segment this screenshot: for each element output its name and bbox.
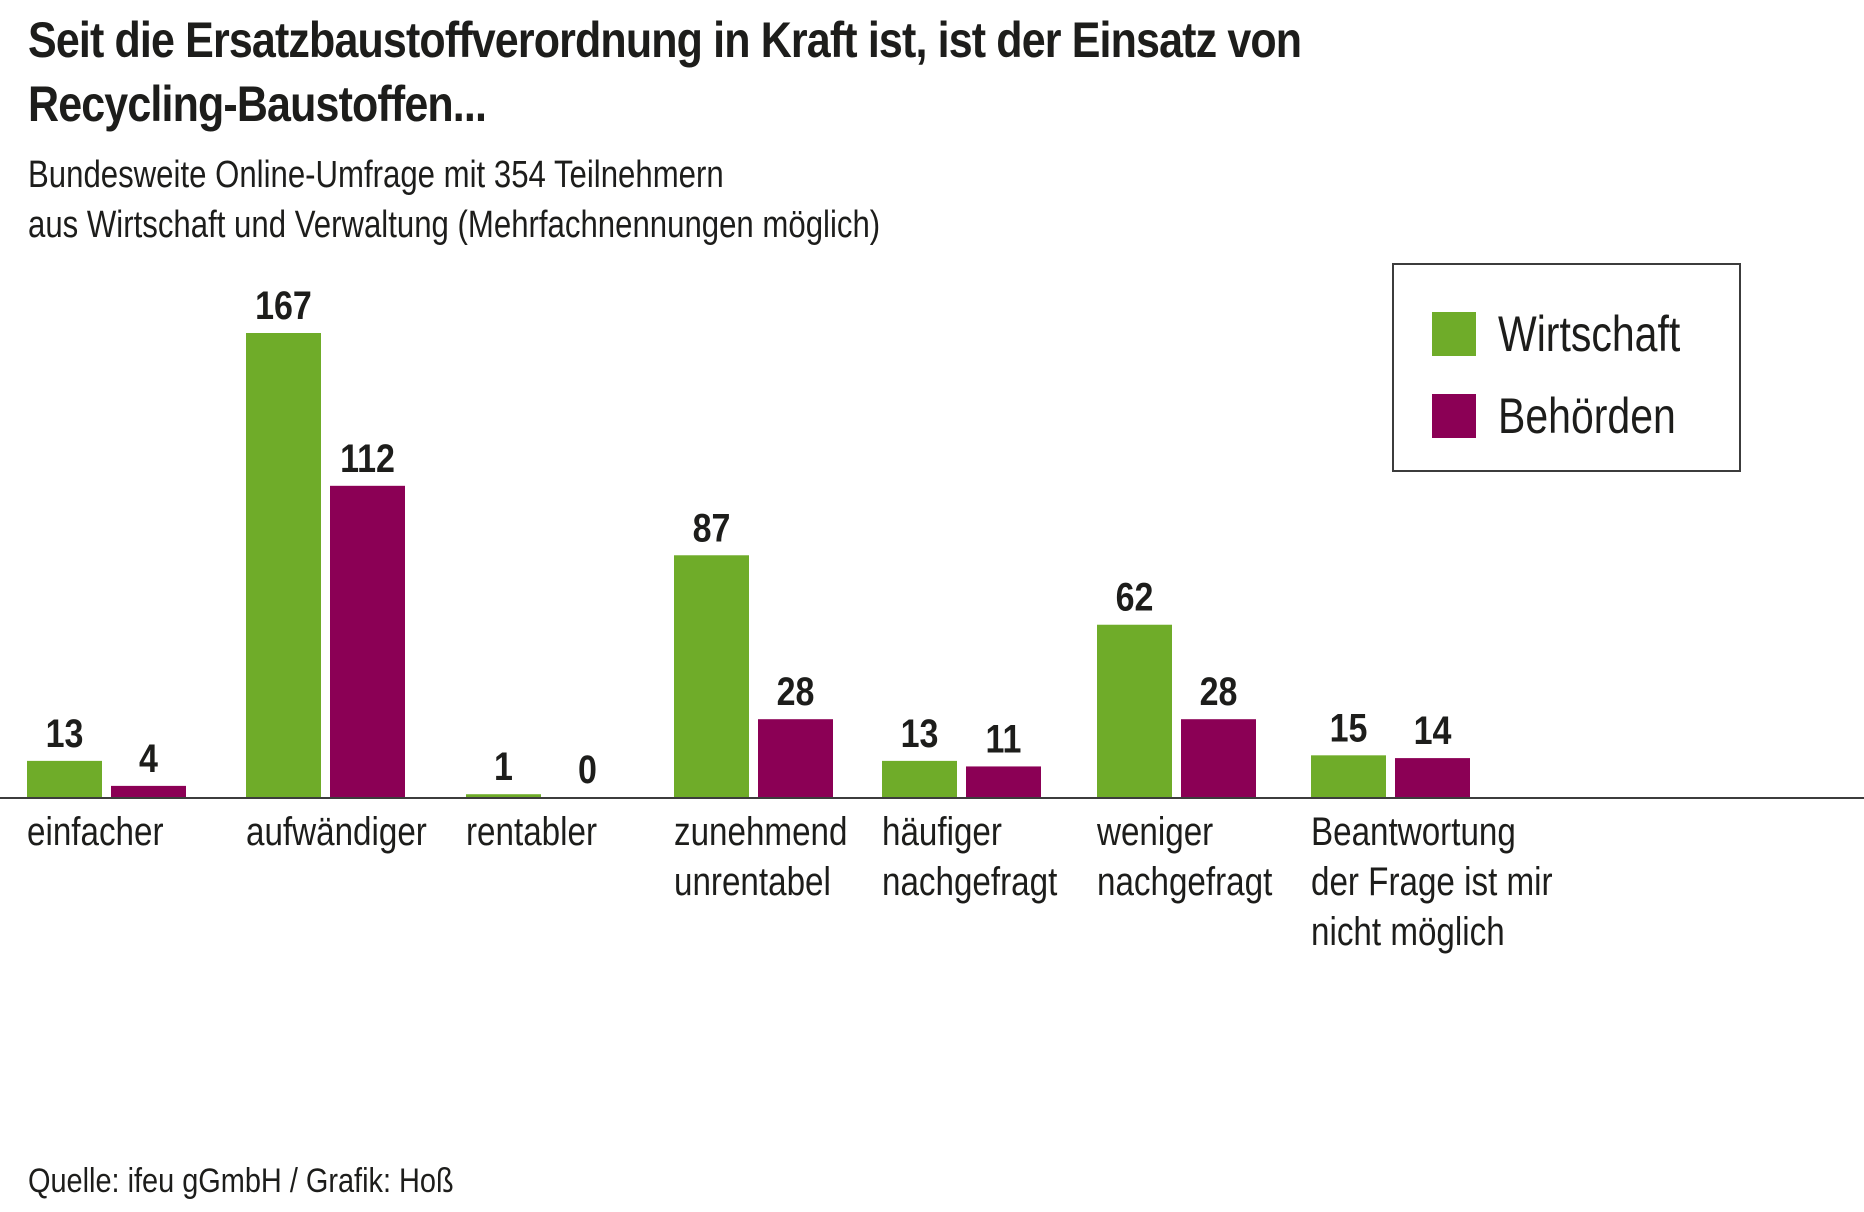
legend-item-wirtschaft: Wirtschaft <box>1432 305 1720 363</box>
chart-legend: Wirtschaft Behörden <box>1392 263 1741 472</box>
data-label-wirtschaft-aufwaendiger: 167 <box>255 282 312 327</box>
legend-label-wirtschaft: Wirtschaft <box>1498 306 1681 362</box>
data-label-wirtschaft-rentabler: 1 <box>494 744 513 789</box>
data-label-behoerden-zunehmend: 28 <box>777 669 815 714</box>
chart-title-line-1: Seit die Ersatzbaustoffverordnung in Kra… <box>28 12 1302 68</box>
bar-group-haeufiger: 13 11 häufiger nachgefragt <box>882 710 1057 903</box>
category-label-line: aufwändiger <box>246 809 427 854</box>
category-label-weniger: weniger nachgefragt <box>1096 809 1272 904</box>
chart-title-line-2: Recycling-Baustoffen... <box>28 76 487 132</box>
category-label-aufwaendiger: aufwändiger <box>246 809 427 854</box>
category-label-line: nachgefragt <box>1097 859 1272 904</box>
bar-wirtschaft-beantwortung <box>1311 755 1386 797</box>
category-label-haeufiger: häufiger nachgefragt <box>882 809 1057 904</box>
chart-subtitle-line-1: Bundesweite Online-Umfrage mit 354 Teiln… <box>28 154 724 196</box>
category-label-line: weniger <box>1096 809 1213 854</box>
bar-behoerden-aufwaendiger <box>330 485 405 797</box>
legend-item-behoerden: Behörden <box>1432 387 1715 445</box>
category-label-line: häufiger <box>882 809 1002 854</box>
bar-behoerden-haeufiger <box>966 766 1041 797</box>
data-label-wirtschaft-beantwortung: 15 <box>1330 705 1368 750</box>
category-label-zunehmend: zunehmend unrentabel <box>674 809 847 904</box>
bar-behoerden-beantwortung <box>1395 758 1470 797</box>
category-label-line: rentabler <box>466 809 597 854</box>
data-label-wirtschaft-weniger: 62 <box>1116 574 1154 619</box>
bar-wirtschaft-rentabler <box>466 794 541 797</box>
bar-behoerden-zunehmend <box>758 719 833 797</box>
legend-swatch-behoerden <box>1432 394 1476 438</box>
data-label-behoerden-rentabler: 0 <box>578 746 597 791</box>
category-label-rentabler: rentabler <box>466 809 597 854</box>
bar-wirtschaft-weniger <box>1097 624 1172 797</box>
data-label-wirtschaft-einfacher: 13 <box>46 710 84 755</box>
bar-group-beantwortung: 15 14 Beantwortung der Frage ist mir nicht m… <box>1311 705 1553 954</box>
chart-title: Seit die Ersatzbaustoffverordnung in Kra… <box>28 8 1490 136</box>
bar-behoerden-einfacher <box>111 785 186 797</box>
legend-swatch-wirtschaft <box>1432 312 1476 356</box>
chart-subtitle-line-2: aus Wirtschaft und Verwaltung (Mehrfachn… <box>28 204 881 246</box>
data-label-behoerden-beantwortung: 14 <box>1414 707 1452 752</box>
data-label-behoerden-haeufiger: 11 <box>986 716 1022 761</box>
category-label-line: nicht möglich <box>1311 909 1505 954</box>
category-label-line: der Frage ist mir <box>1311 859 1553 904</box>
data-label-behoerden-weniger: 28 <box>1200 669 1238 714</box>
category-label-line: einfacher <box>27 809 164 854</box>
bar-group-weniger: 62 28 weniger nachgefragt <box>1096 574 1272 904</box>
bar-behoerden-weniger <box>1181 719 1256 797</box>
source-note: Quelle: ifeu gGmbH / Grafik: Hoß <box>28 1162 454 1200</box>
category-label-line: Beantwortung <box>1311 809 1516 854</box>
bar-group-rentabler: 1 0 rentabler <box>466 744 597 854</box>
bar-group-zunehmend: 87 28 zunehmend unrentabel <box>674 505 847 904</box>
bar-group-aufwaendiger: 167 112 aufwändiger <box>246 282 427 854</box>
category-label-einfacher: einfacher <box>27 809 164 854</box>
legend-label-behoerden: Behörden <box>1498 388 1676 444</box>
data-label-wirtschaft-zunehmend: 87 <box>693 505 731 550</box>
category-label-beantwortung: Beantwortung der Frage ist mir nicht mögli… <box>1311 809 1553 954</box>
category-label-line: nachgefragt <box>882 859 1057 904</box>
bar-wirtschaft-haeufiger <box>882 760 957 797</box>
category-label-line: zunehmend <box>674 809 847 854</box>
bar-wirtschaft-aufwaendiger <box>246 333 321 797</box>
data-label-behoerden-einfacher: 4 <box>139 735 158 780</box>
data-label-behoerden-aufwaendiger: 112 <box>340 435 395 480</box>
bar-group-einfacher: 13 4 einfacher <box>27 710 186 854</box>
chart-subtitle: Bundesweite Online-Umfrage mit 354 Teiln… <box>28 150 880 250</box>
category-label-line: unrentabel <box>674 859 831 904</box>
data-label-wirtschaft-haeufiger: 13 <box>901 710 939 755</box>
bar-wirtschaft-einfacher <box>27 760 102 797</box>
bar-wirtschaft-zunehmend <box>674 555 749 797</box>
